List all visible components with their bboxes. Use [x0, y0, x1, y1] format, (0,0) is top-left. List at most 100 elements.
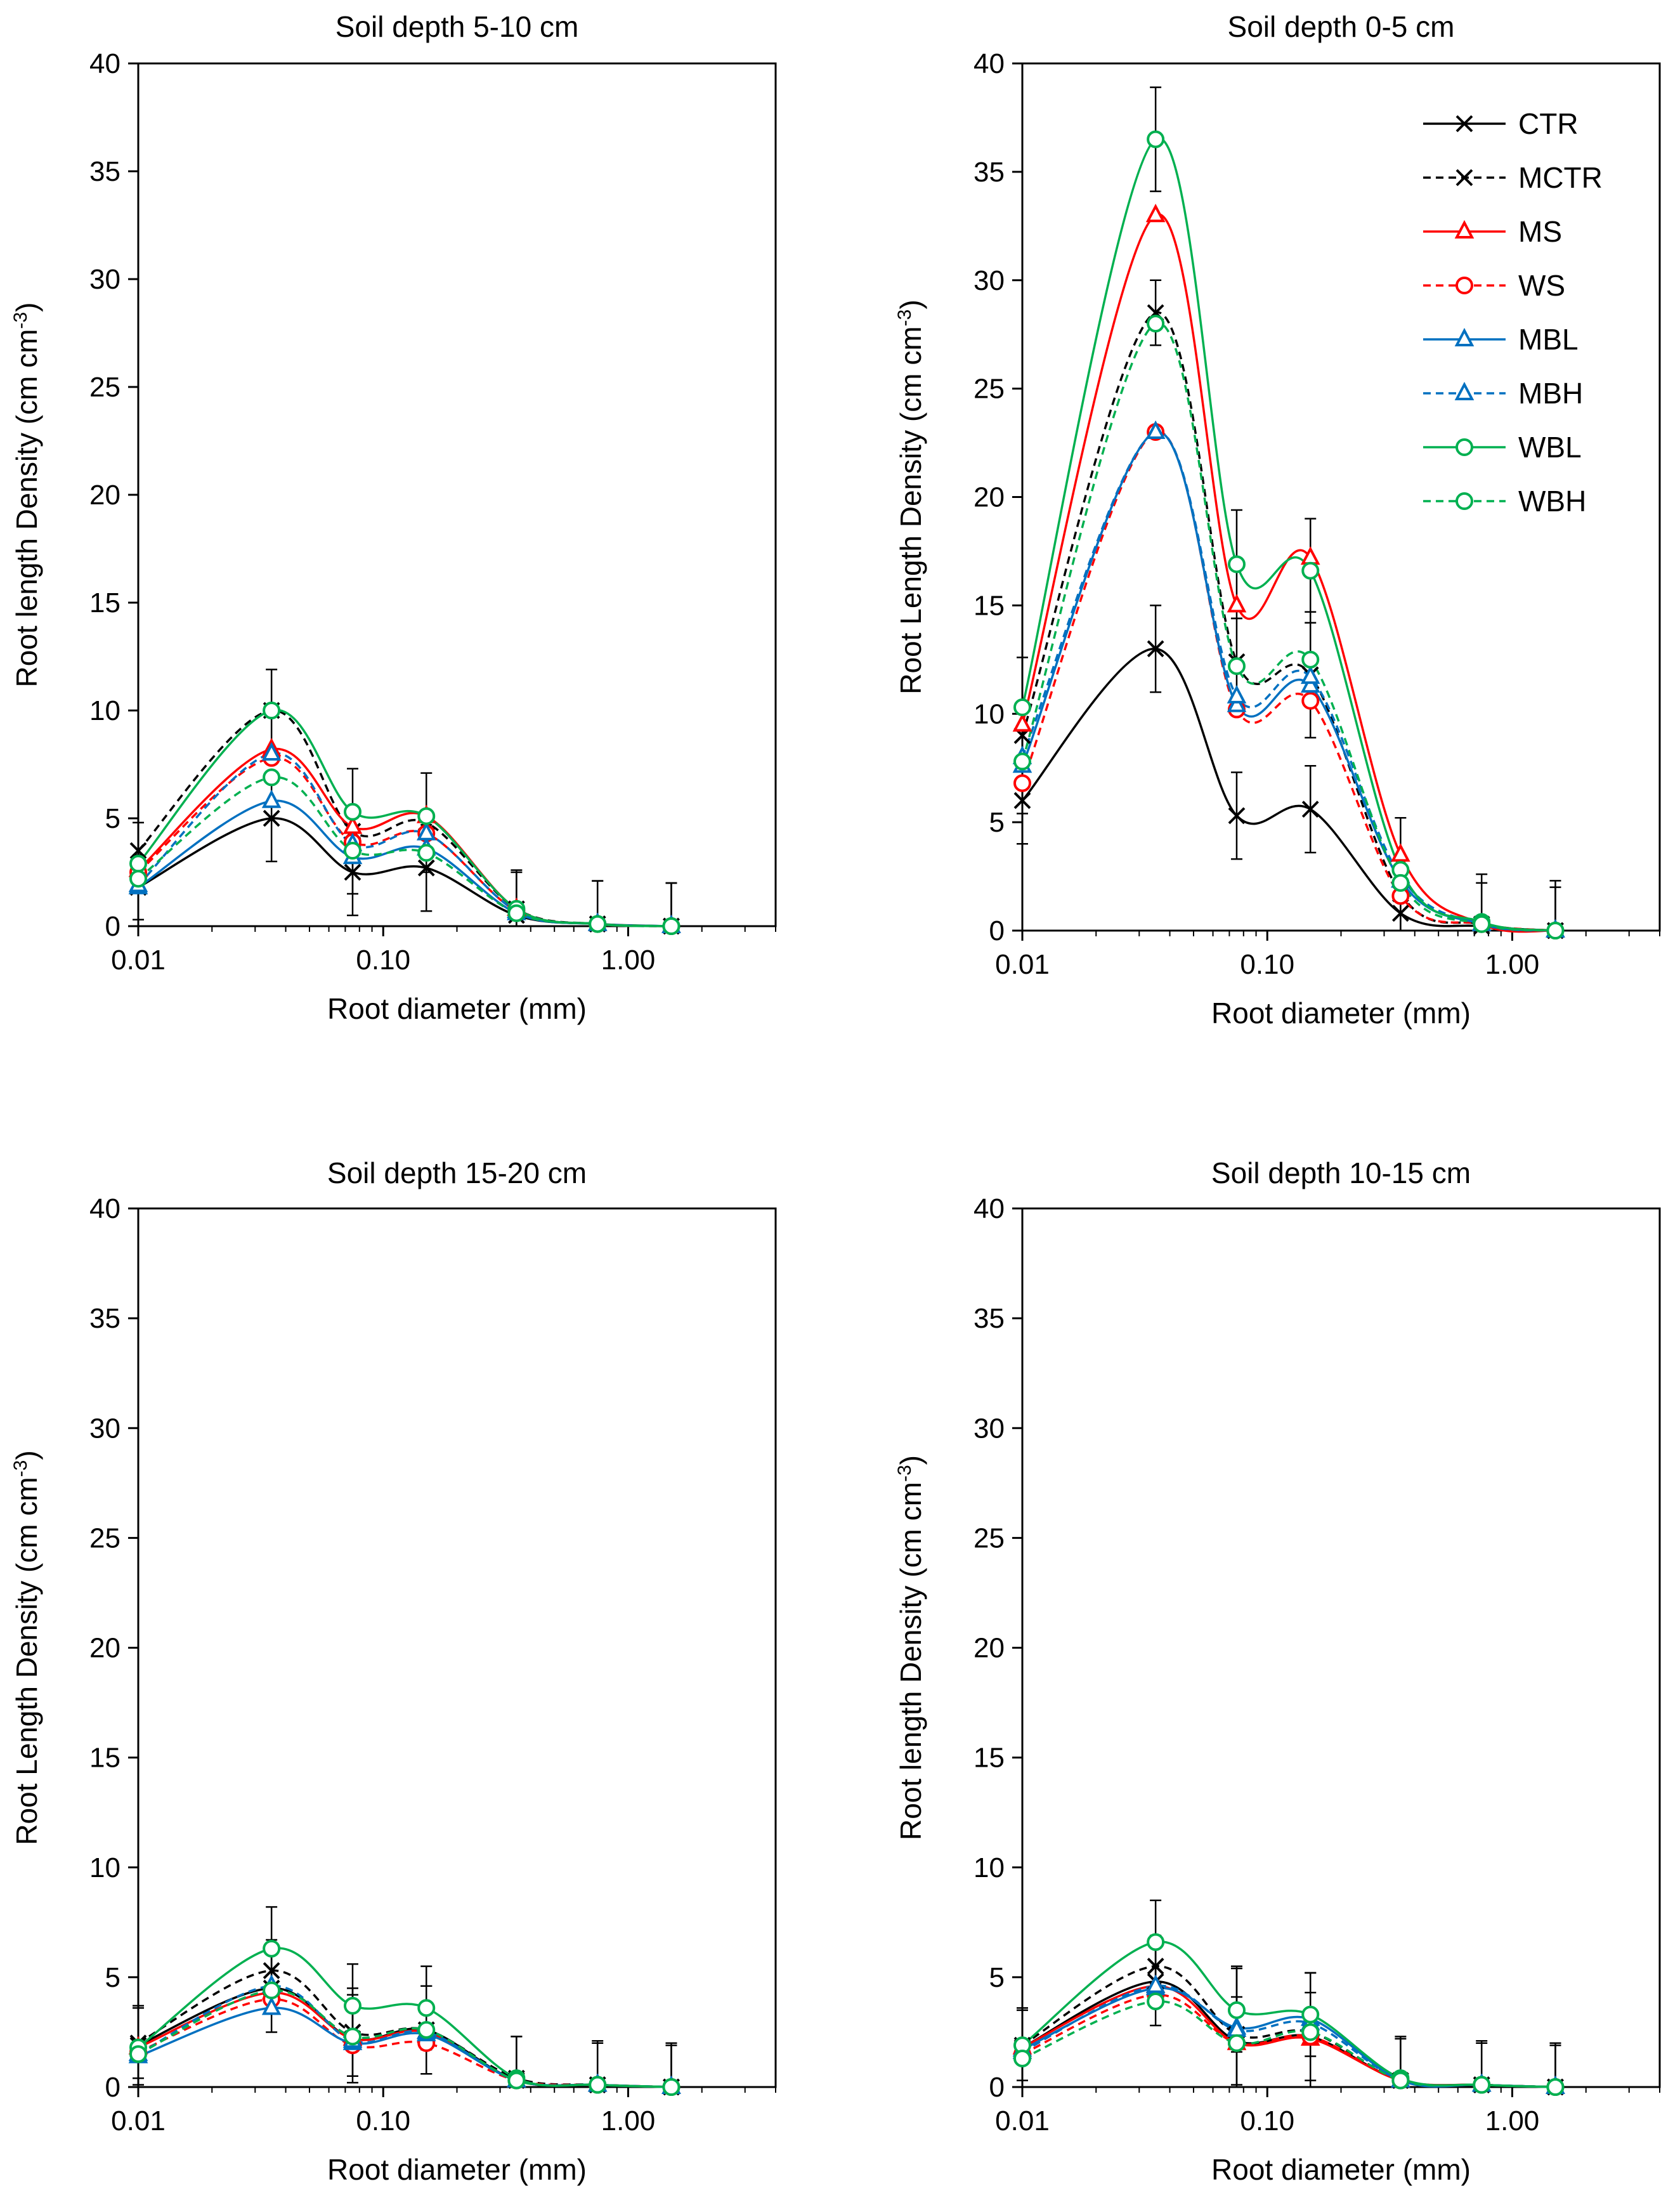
y-tick-label: 10: [89, 695, 120, 726]
legend-marker-mbl: [1454, 327, 1475, 346]
y-tick-label: 5: [989, 1962, 1005, 1993]
legend-label-mctr: MCTR: [1518, 161, 1603, 194]
y-axis-title: Root length Density (cm cm-3): [894, 1455, 927, 1840]
data-point-mbl: [261, 1996, 282, 2015]
data-point-ms: [1227, 594, 1247, 613]
data-point-wbh: [1301, 2023, 1320, 2041]
data-point-wbh: [662, 917, 680, 935]
chart-panel-p05: Soil depth 0-5 cm 0 5 10 15 20 25 30 35 40 0.01 0.1…: [894, 10, 1661, 1030]
data-point-wbl: [417, 1999, 436, 2017]
legend-label-ms: MS: [1518, 215, 1562, 248]
data-point-wbh: [662, 2078, 680, 2096]
data-point-mbh: [1145, 420, 1166, 439]
series-line-mbh: [1021, 431, 1556, 932]
data-point-wbh: [1227, 2034, 1246, 2052]
data-point-wbl: [343, 802, 361, 821]
series-line-mbh: [137, 752, 672, 927]
data-point-wbl: [263, 702, 281, 719]
y-tick-label: 35: [89, 156, 120, 187]
legend-label-wbh: WBH: [1518, 485, 1586, 518]
data-point-ms: [1012, 713, 1032, 732]
x-tick-label: 0.01: [111, 945, 166, 976]
y-tick-label: 10: [973, 698, 1005, 730]
series-line-wbh: [1022, 2000, 1556, 2088]
y-tick-label: 15: [973, 1743, 1005, 1774]
data-point-wbh: [129, 870, 147, 888]
data-point-wbh: [589, 915, 607, 933]
y-tick-label: 0: [989, 915, 1005, 946]
series-line-wbh: [1021, 322, 1556, 932]
x-tick-label: 1.00: [601, 945, 656, 976]
y-axis-title: Root Length Density (cm cm-3): [894, 299, 927, 694]
y-tick-label: 30: [89, 264, 120, 295]
data-point-wbh: [343, 842, 361, 860]
y-tick-label: 10: [89, 1852, 120, 1883]
y-tick-label: 20: [89, 1633, 120, 1664]
chart-title: Soil depth 0-5 cm: [1228, 10, 1455, 43]
data-point-mctr: [263, 1962, 280, 1979]
x-axis-title: Root diameter (mm): [327, 992, 587, 1025]
data-point-ws: [1301, 691, 1320, 710]
y-tick-label: 0: [105, 911, 120, 942]
x-tick-label: 0.10: [1240, 949, 1294, 980]
data-point-mctr: [129, 842, 147, 860]
data-point-ms: [342, 815, 363, 834]
data-point-wbh: [1301, 650, 1320, 669]
series-line-ms: [1021, 213, 1556, 933]
legend-marker-wbl: [1455, 438, 1473, 456]
data-point-wbh: [507, 2071, 526, 2090]
data-point-mbh: [1145, 1974, 1166, 1993]
legend-label-ctr: CTR: [1518, 107, 1579, 140]
y-tick-label: 40: [89, 48, 120, 79]
y-tick-label: 25: [973, 374, 1005, 405]
data-point-wbl: [1013, 698, 1031, 716]
y-tick-label: 35: [89, 1303, 120, 1334]
series-line-wbl: [137, 709, 672, 927]
data-point-wbl: [1147, 130, 1165, 148]
y-tick-label: 40: [89, 1193, 120, 1224]
data-point-wbh: [263, 768, 281, 787]
chart-title: Soil depth 10-15 cm: [1211, 1156, 1471, 1189]
data-point-ctr: [1228, 807, 1246, 825]
legend-marker-ms: [1454, 219, 1475, 239]
x-axis-title: Root diameter (mm): [327, 2153, 587, 2186]
x-tick-label: 0.10: [356, 945, 410, 976]
x-tick-label: 0.10: [1240, 2105, 1294, 2137]
chart-title: Soil depth 15-20 cm: [327, 1156, 587, 1189]
x-tick-label: 0.01: [111, 2105, 166, 2137]
y-axis-title: Root length Density (cm cm-3): [10, 303, 43, 688]
data-point-mbl: [1227, 693, 1247, 712]
series-line-ws: [1021, 430, 1556, 932]
data-point-wbh: [343, 2027, 361, 2046]
x-tick-label: 1.00: [1485, 949, 1540, 980]
y-tick-label: 0: [105, 2072, 120, 2103]
chart-title: Soil depth 5-10 cm: [335, 10, 579, 43]
y-tick-label: 15: [89, 1743, 120, 1774]
data-point-ctr: [1147, 640, 1164, 658]
y-tick-label: 15: [973, 590, 1005, 621]
data-point-wbl: [343, 1996, 361, 2015]
x-tick-label: 0.01: [995, 2105, 1050, 2137]
data-point-wbh: [1147, 1992, 1165, 2010]
data-point-ctr: [1301, 801, 1319, 818]
data-point-ctr: [1391, 905, 1409, 922]
data-point-wbh: [1546, 922, 1565, 939]
y-tick-label: 5: [105, 803, 120, 834]
legend-label-mbl: MBL: [1518, 323, 1579, 356]
data-point-ms: [1145, 204, 1166, 223]
data-point-mctr: [1147, 1958, 1164, 1975]
data-point-wbh: [417, 844, 436, 862]
y-tick-label: 30: [89, 1413, 120, 1444]
data-point-ctr: [417, 859, 435, 877]
y-tick-label: 40: [973, 1193, 1005, 1224]
y-tick-label: 0: [989, 2072, 1005, 2103]
data-point-ms: [1391, 843, 1410, 862]
series-line-ctr: [1021, 647, 1556, 932]
x-tick-label: 1.00: [601, 2105, 656, 2137]
data-point-wbh: [129, 2045, 147, 2064]
data-point-wbh: [507, 904, 526, 922]
data-point-mbl: [1300, 674, 1320, 693]
legend-marker-mctr: [1455, 169, 1473, 187]
y-tick-label: 20: [973, 1633, 1005, 1664]
data-point-mbh: [261, 742, 282, 761]
